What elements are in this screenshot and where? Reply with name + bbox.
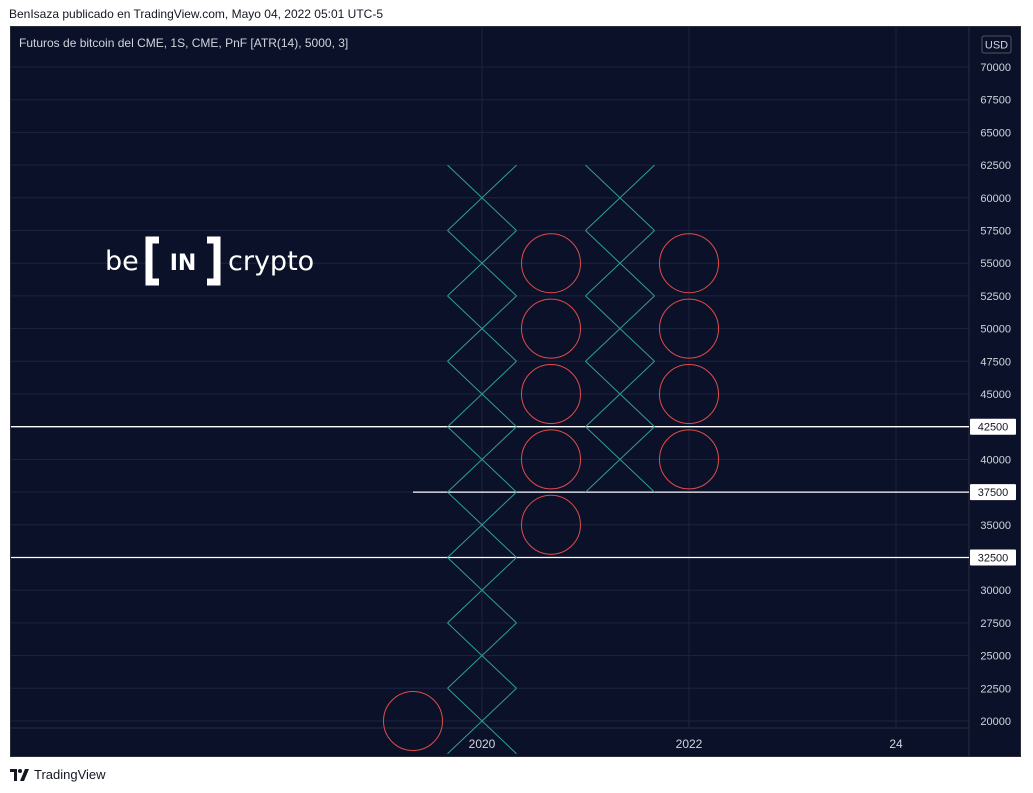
y-tick-label: 50000 <box>980 324 1011 336</box>
pnf-x-mark <box>585 230 655 297</box>
pnf-x-mark <box>447 426 517 493</box>
pnf-x-mark <box>585 360 655 428</box>
pnf-o-mark <box>521 298 581 359</box>
publication-header: BenIsaza publicado en TradingView.com, M… <box>9 7 384 21</box>
x-tick-label: 2022 <box>676 737 703 751</box>
price-level-label: 32500 <box>978 553 1009 565</box>
y-tick-label: 27500 <box>980 618 1011 630</box>
logo-text-crypto: crypto <box>228 246 314 277</box>
y-tick-label: 30000 <box>980 585 1011 597</box>
pnf-o-mark <box>659 429 719 490</box>
pnf-x-mark <box>447 295 517 362</box>
y-tick-label: 47500 <box>980 356 1011 368</box>
price-axis: 20000 22500 25000 27500 30000 35000 40000 45000… <box>970 35 1016 728</box>
footer-brand: TradingView <box>34 767 106 782</box>
chart-panel[interactable]: be IN crypto 20000 22500 25000 27500 30000 35… <box>10 26 1021 757</box>
pnf-x-mark <box>585 295 655 362</box>
y-tick-label: 45000 <box>980 389 1011 401</box>
currency-badge <box>981 35 1012 54</box>
pnf-o-mark <box>659 364 719 424</box>
pnf-o-mark <box>521 494 581 555</box>
pnf-x-mark <box>447 360 517 428</box>
y-tick-label: 52500 <box>980 291 1011 303</box>
price-level-badge <box>970 484 1016 501</box>
y-tick-label: 20000 <box>980 716 1011 728</box>
y-tick-label: 62500 <box>980 160 1011 172</box>
y-tick-label: 57500 <box>980 226 1011 238</box>
chart-title: Futuros de bitcoin del CME, 1S, CME, PnF… <box>19 36 349 50</box>
currency-label: USD <box>985 40 1008 52</box>
x-tick-label: 2020 <box>469 737 496 751</box>
logo-text-be: be <box>105 246 139 277</box>
y-tick-label: 60000 <box>980 193 1011 205</box>
pnf-x-mark <box>585 426 655 493</box>
pnf-x-mark <box>585 164 655 231</box>
pnf-x-mark <box>447 164 517 231</box>
y-tick-label: 65000 <box>980 127 1011 139</box>
price-level-badge <box>970 549 1016 566</box>
pnf-o-mark <box>659 233 719 294</box>
pnf-marks <box>383 164 719 755</box>
pnf-o-mark <box>383 691 443 751</box>
pnf-x-mark <box>447 230 517 297</box>
x-tick-label: 24 <box>889 737 903 751</box>
price-level-badge <box>970 418 1016 435</box>
y-tick-label: 55000 <box>980 258 1011 270</box>
time-axis: 2020 2022 24 <box>469 737 903 751</box>
pnf-x-mark <box>447 622 517 689</box>
y-tick-label: 22500 <box>980 683 1011 695</box>
pnf-x-mark <box>447 687 517 755</box>
y-tick-label: 67500 <box>980 95 1011 107</box>
pnf-o-mark <box>521 233 581 294</box>
y-tick-label: 35000 <box>980 520 1011 532</box>
pnf-x-mark <box>447 491 517 558</box>
tradingview-logo-icon <box>10 768 29 781</box>
footer: TradingView <box>10 767 106 782</box>
pnf-x-mark <box>447 557 517 624</box>
pnf-o-mark <box>521 429 581 490</box>
becrypto-logo: be IN crypto <box>105 236 314 286</box>
pnf-o-mark <box>521 364 581 424</box>
y-tick-label: 70000 <box>980 62 1011 74</box>
price-level-label: 37500 <box>978 487 1009 499</box>
y-tick-label: 25000 <box>980 651 1011 663</box>
price-level-label: 42500 <box>978 422 1009 434</box>
pnf-o-mark <box>659 298 719 359</box>
logo-text-in: IN <box>170 251 197 276</box>
pnf-chart[interactable]: be IN crypto 20000 22500 25000 27500 30000 35… <box>11 27 1021 757</box>
price-level-lines <box>11 426 969 559</box>
y-tick-label: 40000 <box>980 454 1011 466</box>
